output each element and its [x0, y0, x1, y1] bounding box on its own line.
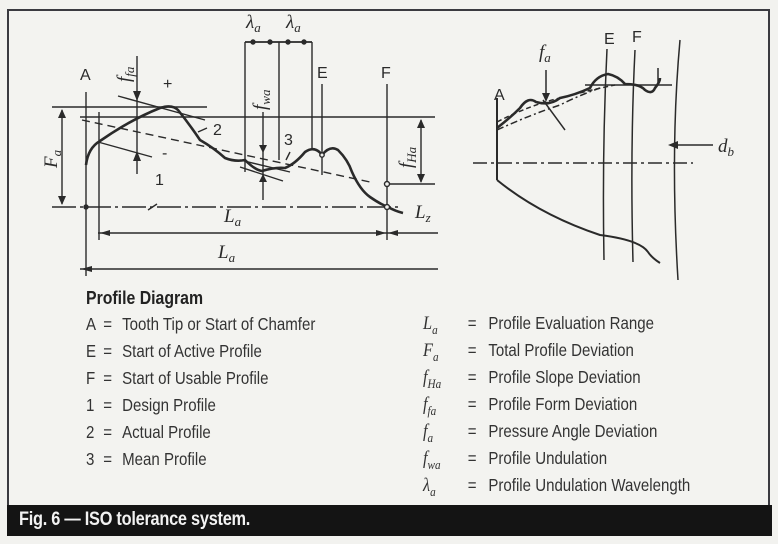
ffa-label: ffa: [114, 66, 137, 82]
legend-item-ffa: ffa = Profile Form Deviation: [423, 394, 638, 418]
svg-text:ffa: ffa: [114, 66, 137, 82]
legend-item-3: 3 = Mean Profile: [86, 449, 207, 469]
legend-item-lambda-a: λa = Profile Undulation Wavelength: [423, 475, 691, 499]
figure-caption-bar: Fig. 6 — ISO tolerance system.: [7, 505, 772, 536]
right-diagram-labels: A E F fa db: [494, 29, 735, 159]
curve-label-3: 3: [284, 132, 293, 149]
label-F-right: F: [632, 29, 642, 46]
minus-sign: -: [162, 145, 167, 162]
Fa-label: Fa: [41, 149, 64, 169]
legend-item-1: 1 = Design Profile: [86, 395, 216, 415]
label-A-right: A: [494, 87, 505, 104]
svg-text:fHa: fHa: [396, 146, 419, 168]
La-outer-label: La: [217, 242, 236, 265]
left-diagram-labels: A E F + - 1 2 3 λa λa Fa ffa fwa fHa La …: [41, 12, 431, 265]
curve-label-1: 1: [155, 172, 164, 189]
legend-item-E: E = Start of Active Profile: [86, 341, 262, 361]
label-E-left: E: [317, 65, 328, 82]
legend-item-fa: fa = Pressure Angle Deviation: [423, 421, 658, 445]
legend-item-La: La = Profile Evaluation Range: [423, 313, 655, 337]
legend-item-2: 2 = Actual Profile: [86, 422, 211, 442]
lambda-label-1: λa: [245, 12, 261, 35]
svg-text:Fa: Fa: [41, 149, 64, 169]
label-E-right: E: [604, 31, 615, 48]
legend-item-fHa: fHa = Profile Slope Deviation: [423, 367, 641, 391]
legend-item-fwa: fwa = Profile Undulation: [423, 448, 608, 472]
legend-item-F: F = Start of Usable Profile: [86, 368, 269, 388]
label-F-left: F: [381, 65, 391, 82]
fwa-label: fwa: [250, 89, 273, 110]
fHa-label: fHa: [396, 146, 419, 168]
db-label: db: [718, 136, 735, 159]
svg-text:fwa: fwa: [250, 89, 273, 110]
curve-label-2: 2: [213, 122, 222, 139]
plus-sign: +: [163, 76, 172, 93]
fa-label-right: fa: [539, 42, 551, 65]
left-profile-diagram: [52, 39, 438, 276]
label-A-left: A: [80, 67, 91, 84]
legend-item-Fa: Fa = Total Profile Deviation: [423, 340, 634, 364]
figure-caption: Fig. 6 — ISO tolerance system.: [19, 509, 251, 530]
right-tooth-diagram: [473, 39, 713, 281]
La-inner-label: La: [223, 206, 242, 229]
legend-title: Profile Diagram: [86, 288, 204, 308]
lambda-label-2: λa: [285, 12, 301, 35]
Lz-label: Lz: [414, 202, 431, 225]
legend-item-A: A = Tooth Tip or Start of Chamfer: [86, 314, 316, 334]
